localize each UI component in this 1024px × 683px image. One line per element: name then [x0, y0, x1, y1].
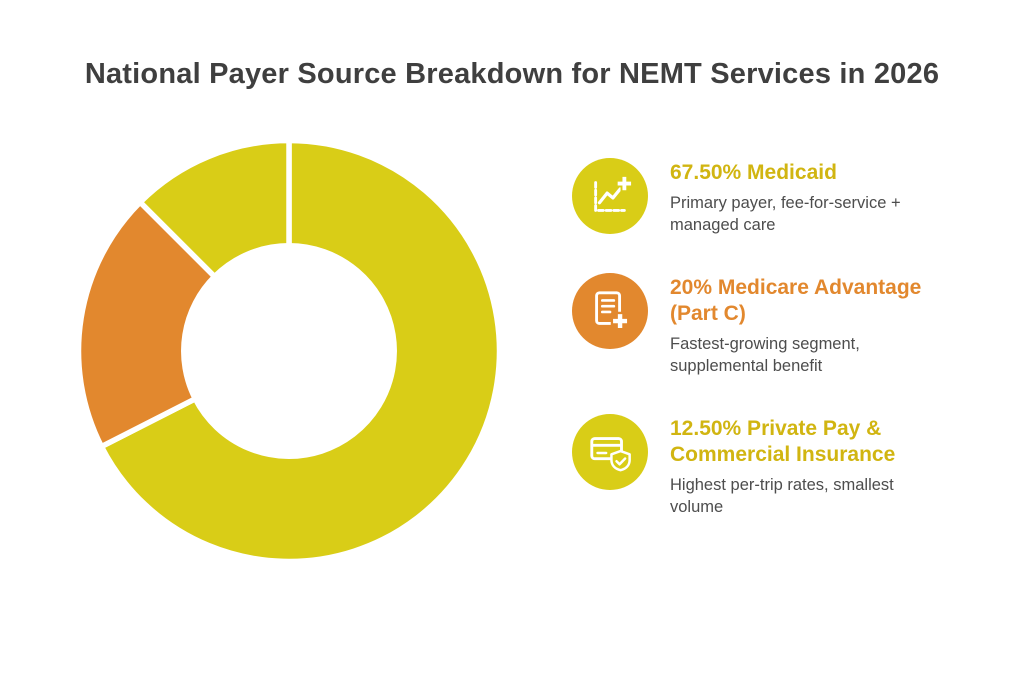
- legend-title-medicare-advantage: 20% Medicare Advantage (Part C): [670, 275, 922, 326]
- legend: 67.50% Medicaid Primary payer, fee-for-s…: [572, 158, 964, 555]
- document-plus-icon: [595, 291, 630, 331]
- private-pay-badge: [572, 413, 648, 490]
- card-shield-icon: [590, 436, 631, 472]
- medicaid-badge: [572, 158, 648, 234]
- legend-title-medicaid: 67.50% Medicaid: [670, 161, 837, 184]
- chart-plus-icon: [594, 174, 633, 212]
- legend-item-medicare-advantage: 20% Medicare Advantage (Part C) Fastest-…: [572, 272, 964, 378]
- donut-chart-svg: [75, 137, 503, 565]
- legend-title-private-pay: 12.50% Private Pay & Commercial Insuranc…: [670, 416, 896, 467]
- page-title: National Payer Source Breakdown for NEMT…: [84, 58, 940, 90]
- legend-desc-private-pay: Highest per-trip rates, smallest volume: [670, 476, 894, 517]
- legend-text-medicaid: 67.50% Medicaid Primary payer, fee-for-s…: [670, 158, 940, 237]
- donut-chart: [68, 130, 510, 572]
- donut-segment-private-pay: [137, 137, 292, 280]
- medicare-badge: [572, 272, 648, 349]
- donut-segment-medicaid: [98, 137, 503, 565]
- legend-item-private-pay: 12.50% Private Pay & Commercial Insuranc…: [572, 413, 964, 519]
- legend-desc-medicare-advantage: Fastest-growing segment, supplemental be…: [670, 335, 860, 376]
- legend-desc-medicaid: Primary payer, fee-for-service + managed…: [670, 194, 901, 235]
- donut-segment-medicare-advantage: [75, 199, 218, 450]
- legend-text-medicare-advantage: 20% Medicare Advantage (Part C) Fastest-…: [670, 273, 940, 378]
- legend-text-private-pay: 12.50% Private Pay & Commercial Insuranc…: [670, 414, 940, 519]
- legend-item-medicaid: 67.50% Medicaid Primary payer, fee-for-s…: [572, 158, 964, 237]
